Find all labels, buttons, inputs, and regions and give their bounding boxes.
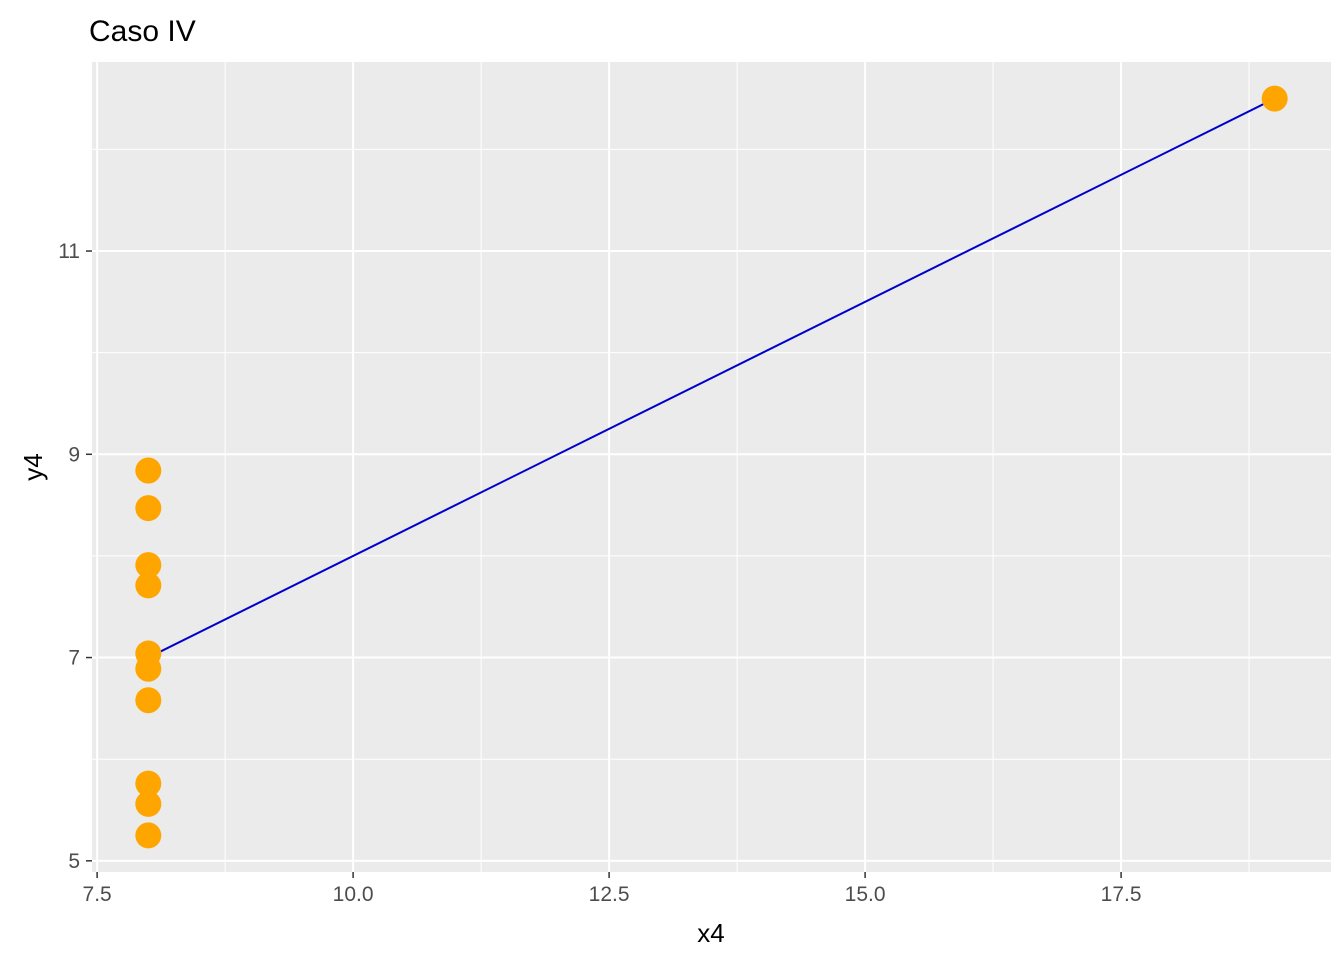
y-axis-ticks: 5 7 9 11 — [58, 240, 92, 873]
x-tick-label: 7.5 — [83, 883, 112, 906]
points-layer — [135, 85, 1288, 849]
minor-gridlines — [92, 62, 1331, 872]
x-axis-title: x4 — [697, 918, 724, 948]
x-tick-label: 15.0 — [845, 883, 886, 906]
y-tick-label: 9 — [68, 443, 80, 466]
data-point — [135, 552, 162, 579]
chart-title: Caso IV — [89, 15, 196, 48]
x-tick-label: 10.0 — [333, 883, 374, 906]
y-axis-title: y4 — [18, 453, 48, 480]
data-point — [135, 687, 162, 714]
data-point — [135, 822, 162, 849]
plot-panel — [92, 62, 1331, 872]
data-point — [135, 770, 162, 797]
regression-line-layer — [147, 97, 1276, 659]
y-tick-label: 7 — [68, 647, 80, 670]
data-point — [135, 655, 162, 682]
x-axis-ticks: 7.5 10.0 12.5 15.0 17.5 — [83, 872, 1142, 906]
x-tick-label: 12.5 — [589, 883, 630, 906]
major-gridlines — [92, 62, 1331, 872]
data-point — [135, 457, 162, 484]
data-point — [135, 790, 162, 817]
x-tick-label: 17.5 — [1101, 883, 1142, 906]
data-point — [135, 572, 162, 599]
y-tick-label: 11 — [58, 240, 80, 263]
regression-line — [147, 97, 1276, 659]
data-point — [135, 495, 162, 522]
y-tick-label: 5 — [68, 850, 80, 873]
data-point — [1261, 85, 1288, 112]
